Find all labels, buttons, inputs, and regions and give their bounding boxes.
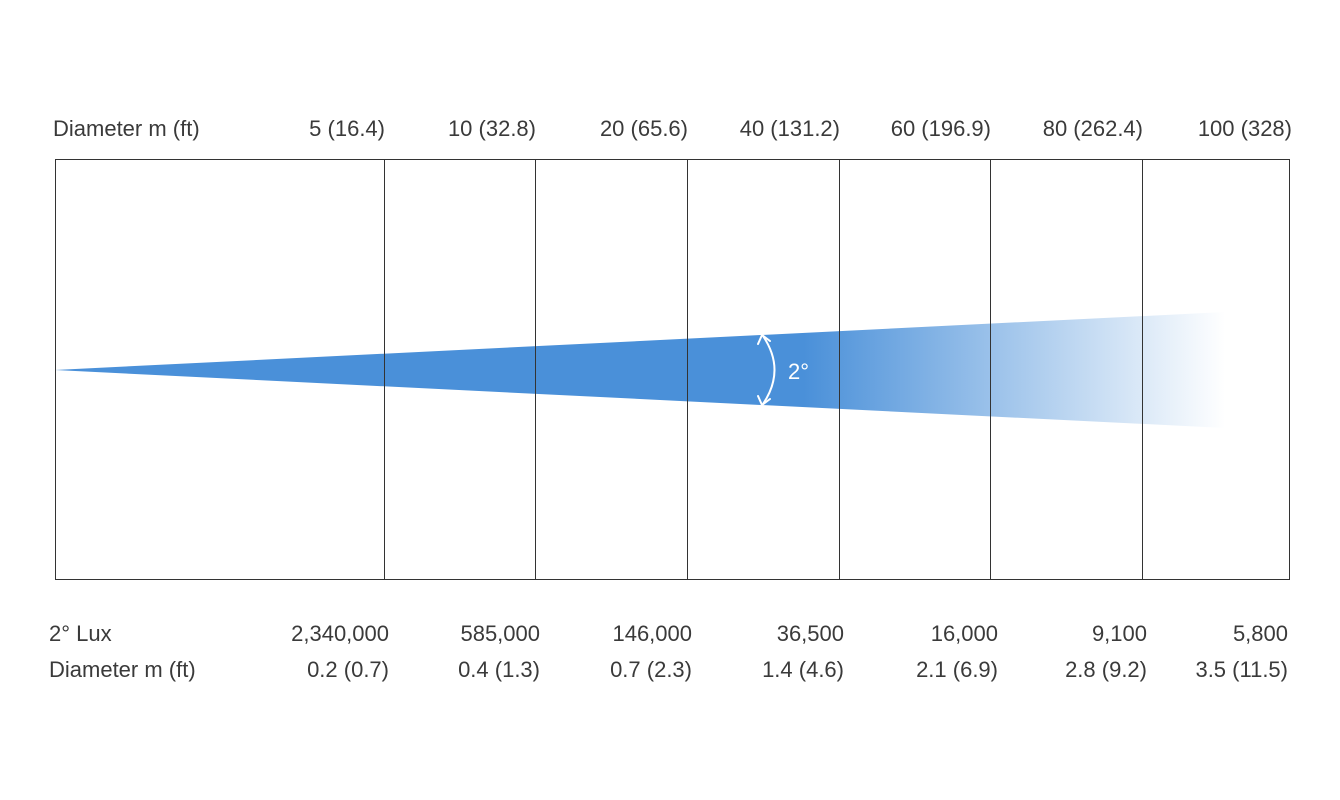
beam-angle-label: 2° [788, 359, 809, 384]
lux-value: 2,340,000 [291, 621, 389, 646]
lux-value: 585,000 [460, 621, 540, 646]
header-diameter-label: Diameter m (ft) [53, 116, 200, 141]
angle-arc [757, 333, 776, 407]
diameter-value: 1.4 (4.6) [762, 657, 844, 682]
distance-label: 40 (131.2) [739, 116, 840, 141]
diameter-row-label: Diameter m (ft) [49, 657, 196, 682]
diagram-frame [55, 159, 1290, 580]
light-beam [55, 312, 1225, 428]
distance-label: 60 (196.9) [890, 116, 991, 141]
distance-lines [384, 160, 1143, 579]
arc-arrowhead-bottom [757, 395, 771, 407]
arc-arrowhead-top [757, 333, 771, 345]
lux-value: 9,100 [1091, 621, 1147, 646]
diameter-value: 2.8 (9.2) [1065, 657, 1147, 682]
lux-value: 5,800 [1232, 621, 1288, 646]
distance-label: 5 (16.4) [309, 116, 385, 141]
diameter-value: 3.5 (11.5) [1195, 657, 1288, 682]
diameter-value: 0.7 (2.3) [610, 657, 692, 682]
distance-label: 100 (328) [1197, 116, 1292, 141]
lux-value: 146,000 [612, 621, 692, 646]
distance-label: 80 (262.4) [1042, 116, 1143, 141]
diameter-value: 2.1 (6.9) [916, 657, 998, 682]
lux-value: 16,000 [930, 621, 998, 646]
lux-value: 36,500 [776, 621, 844, 646]
distance-label: 20 (65.6) [599, 116, 688, 141]
distance-label: 10 (32.8) [447, 116, 536, 141]
diameter-value: 0.2 (0.7) [307, 657, 389, 682]
lux-row-label: 2° Lux [49, 621, 112, 646]
diameter-value: 0.4 (1.3) [458, 657, 540, 682]
